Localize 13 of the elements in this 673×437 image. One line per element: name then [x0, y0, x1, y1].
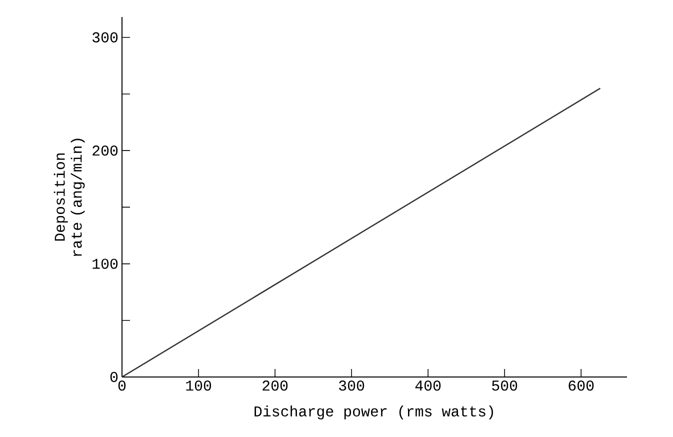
- x-tick-label: 0: [118, 380, 126, 391]
- y-tick-label: 100: [92, 258, 118, 269]
- x-tick-label: 300: [339, 380, 364, 391]
- x-tick-label: 200: [262, 380, 288, 391]
- x-tick-label: 500: [492, 380, 518, 391]
- x-axis-title: Discharge power (rms watts): [254, 406, 494, 420]
- x-tick-label: 100: [186, 380, 212, 391]
- y-tick-label: 200: [92, 146, 118, 156]
- x-tick-label: 600: [568, 380, 594, 391]
- x-tick-label: 400: [415, 380, 441, 391]
- y-tick-label: 0: [110, 372, 118, 382]
- y-axis-title: Deposition rate (ang/min): [54, 138, 85, 256]
- y-tick-label: 300: [92, 32, 118, 42]
